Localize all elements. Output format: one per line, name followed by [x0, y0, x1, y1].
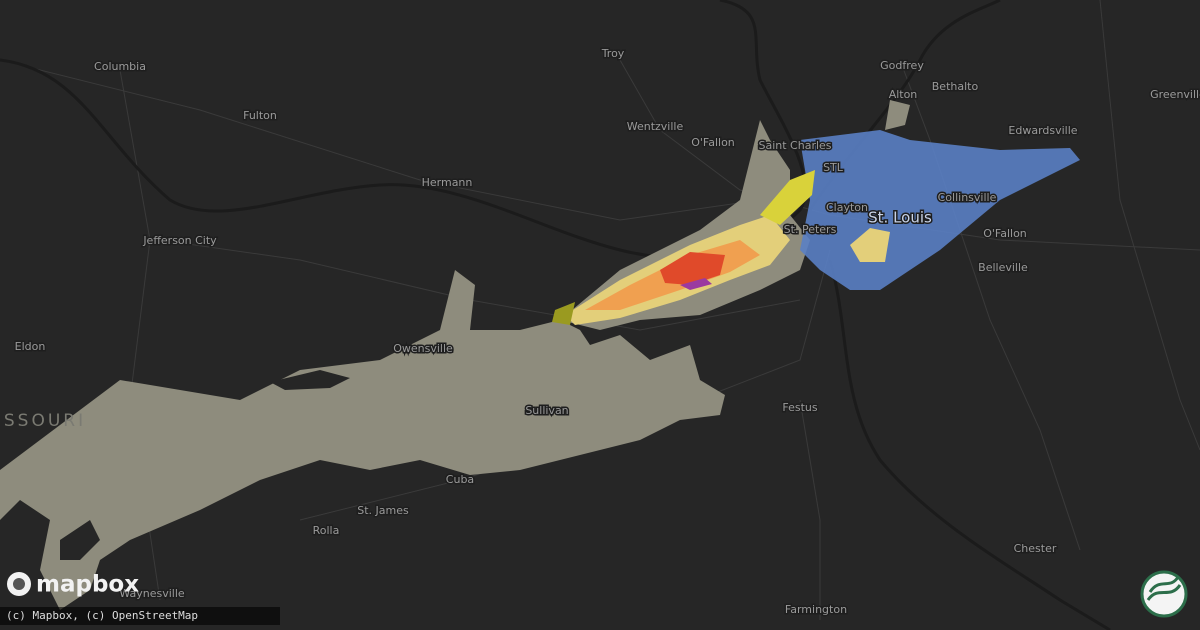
logo-text: mapbox [36, 572, 139, 598]
place-label: Fulton [243, 109, 277, 122]
hail-swath-light [560, 120, 810, 330]
place-label: Alton [889, 88, 918, 101]
place-label: O'Fallon [691, 136, 735, 149]
place-label: Owensville [393, 342, 453, 355]
place-label: Festus [782, 401, 818, 414]
badge-icon [1146, 576, 1182, 601]
place-label: St. James [357, 504, 409, 517]
place-label: Cuba [446, 473, 474, 486]
hail-swath-light [885, 100, 910, 130]
place-label: Eldon [15, 340, 46, 353]
hail-swath-purple [680, 278, 712, 290]
place-label: Godfrey [880, 59, 924, 72]
place-label: Bethalto [932, 80, 979, 93]
swath-hole [60, 520, 100, 560]
place-label: Chester [1014, 542, 1057, 555]
place-label: STL [823, 161, 844, 174]
swath-hole [270, 370, 350, 390]
place-label: Hermann [422, 176, 473, 189]
place-label: Jefferson City [142, 234, 217, 247]
place-label: Edwardsville [1008, 124, 1077, 137]
place-label: Sullivan [525, 404, 568, 417]
mapbox-logo[interactable]: mapbox [7, 572, 139, 598]
place-label: Belleville [978, 261, 1028, 274]
hail-swath-yellow [760, 170, 815, 225]
logo-icon-inner [13, 578, 25, 590]
place-labels: Columbia Fulton Troy Wentzville O'Fallon… [4, 46, 1200, 618]
place-label: Wentzville [627, 120, 684, 133]
place-label: Columbia [94, 60, 146, 73]
place-label: Collinsville [938, 191, 997, 204]
state-label: SSOURI [4, 411, 86, 431]
place-label: O'Fallon [983, 227, 1027, 240]
place-label: Farmington [785, 603, 847, 616]
place-label: Greenville [1150, 88, 1200, 101]
brand-badge [1140, 570, 1188, 618]
place-label: St. Louis [868, 209, 932, 227]
hail-swath-olive [552, 302, 575, 325]
hail-swath-red [660, 252, 725, 285]
attribution[interactable]: (c) Mapbox, (c) OpenStreetMap [6, 609, 198, 622]
place-label: Clayton [826, 201, 868, 214]
attribution-bg [0, 607, 280, 625]
place-label: Troy [601, 47, 625, 60]
place-label: St. Peters [784, 223, 837, 236]
hail-swath-light [0, 270, 725, 610]
place-label: Rolla [313, 524, 340, 537]
hail-swath-yellow [850, 228, 890, 262]
place-label: Saint Charles [758, 139, 831, 152]
place-label: Waynesville [119, 587, 185, 600]
